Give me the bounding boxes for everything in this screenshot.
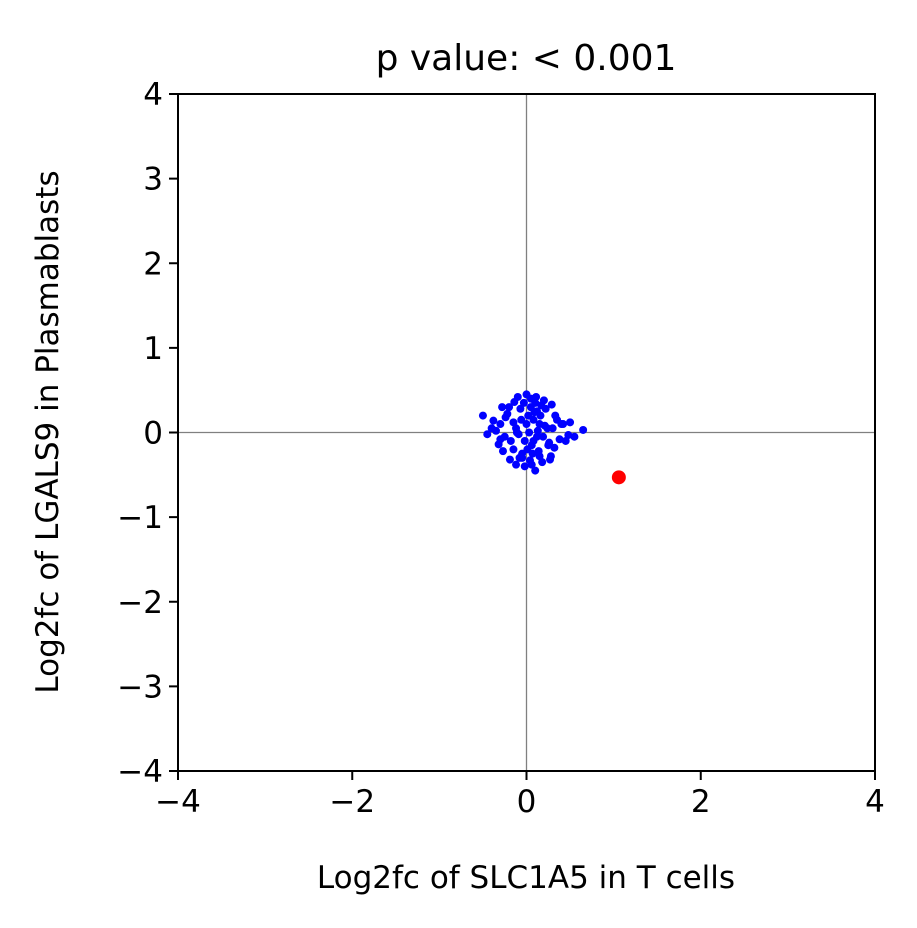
y-tick-label: 4 <box>143 77 163 113</box>
y-tick-label: −3 <box>117 669 163 705</box>
data-point <box>525 428 534 437</box>
x-tick-label: 2 <box>691 784 711 820</box>
x-tick-label: −2 <box>329 784 375 820</box>
data-point <box>517 415 526 424</box>
data-point <box>512 460 521 469</box>
data-point <box>518 453 527 462</box>
data-point <box>545 438 554 447</box>
y-tick-label: −1 <box>117 500 163 536</box>
data-point <box>512 428 521 437</box>
data-point <box>531 466 540 475</box>
data-point <box>537 401 546 410</box>
x-tick-label: 4 <box>865 784 885 820</box>
data-point <box>539 432 548 441</box>
data-point <box>516 404 525 413</box>
x-axis-ticks: −4 −2 0 2 4 <box>155 771 885 820</box>
data-point <box>505 455 514 464</box>
data-point <box>527 441 536 450</box>
data-point <box>551 411 560 420</box>
data-point <box>566 418 575 427</box>
data-point <box>525 456 534 465</box>
data-point <box>546 455 555 464</box>
data-point <box>478 411 487 420</box>
y-tick-label: −4 <box>117 754 163 790</box>
data-point <box>528 449 537 458</box>
data-point <box>559 420 568 429</box>
data-point <box>555 435 564 444</box>
data-point <box>533 426 542 435</box>
chart-title: p value: < 0.001 <box>376 38 677 79</box>
data-point <box>522 390 531 399</box>
data-point <box>510 398 519 407</box>
y-tick-label: 1 <box>143 331 163 367</box>
y-axis-title: Log2fc of LGALS9 in Plasmablasts <box>30 170 66 693</box>
data-point <box>501 413 510 422</box>
data-point <box>529 415 538 424</box>
data-point <box>496 420 505 429</box>
data-point <box>509 445 518 454</box>
data-point <box>489 416 498 425</box>
data-point <box>498 447 507 456</box>
x-tick-label: −4 <box>155 784 201 820</box>
data-point <box>540 421 549 430</box>
x-tick-label: 0 <box>517 784 537 820</box>
y-tick-label: 2 <box>143 246 163 282</box>
data-point <box>520 436 529 445</box>
data-points <box>478 390 626 485</box>
y-axis-ticks: −4 −3 −2 −1 0 1 2 3 4 <box>117 77 178 790</box>
highlight-point <box>611 470 626 485</box>
data-point <box>487 424 496 433</box>
data-point <box>564 431 573 440</box>
data-point <box>536 411 545 420</box>
y-tick-label: 3 <box>143 162 163 198</box>
data-point <box>535 452 544 461</box>
data-point <box>483 430 492 439</box>
data-point <box>498 403 507 412</box>
data-point <box>579 425 588 434</box>
data-point <box>526 403 535 412</box>
data-point <box>570 432 579 441</box>
y-tick-label: −2 <box>117 585 163 621</box>
data-point <box>496 435 505 444</box>
data-point <box>506 436 515 445</box>
data-point <box>547 400 556 409</box>
data-point <box>532 392 541 401</box>
y-tick-label: 0 <box>143 416 163 452</box>
data-point <box>532 432 541 441</box>
data-point <box>520 462 529 471</box>
data-point <box>550 443 559 452</box>
x-axis-title: Log2fc of SLC1A5 in T cells <box>317 860 735 896</box>
data-point <box>519 398 528 407</box>
data-point <box>509 418 518 427</box>
data-point <box>505 403 514 412</box>
